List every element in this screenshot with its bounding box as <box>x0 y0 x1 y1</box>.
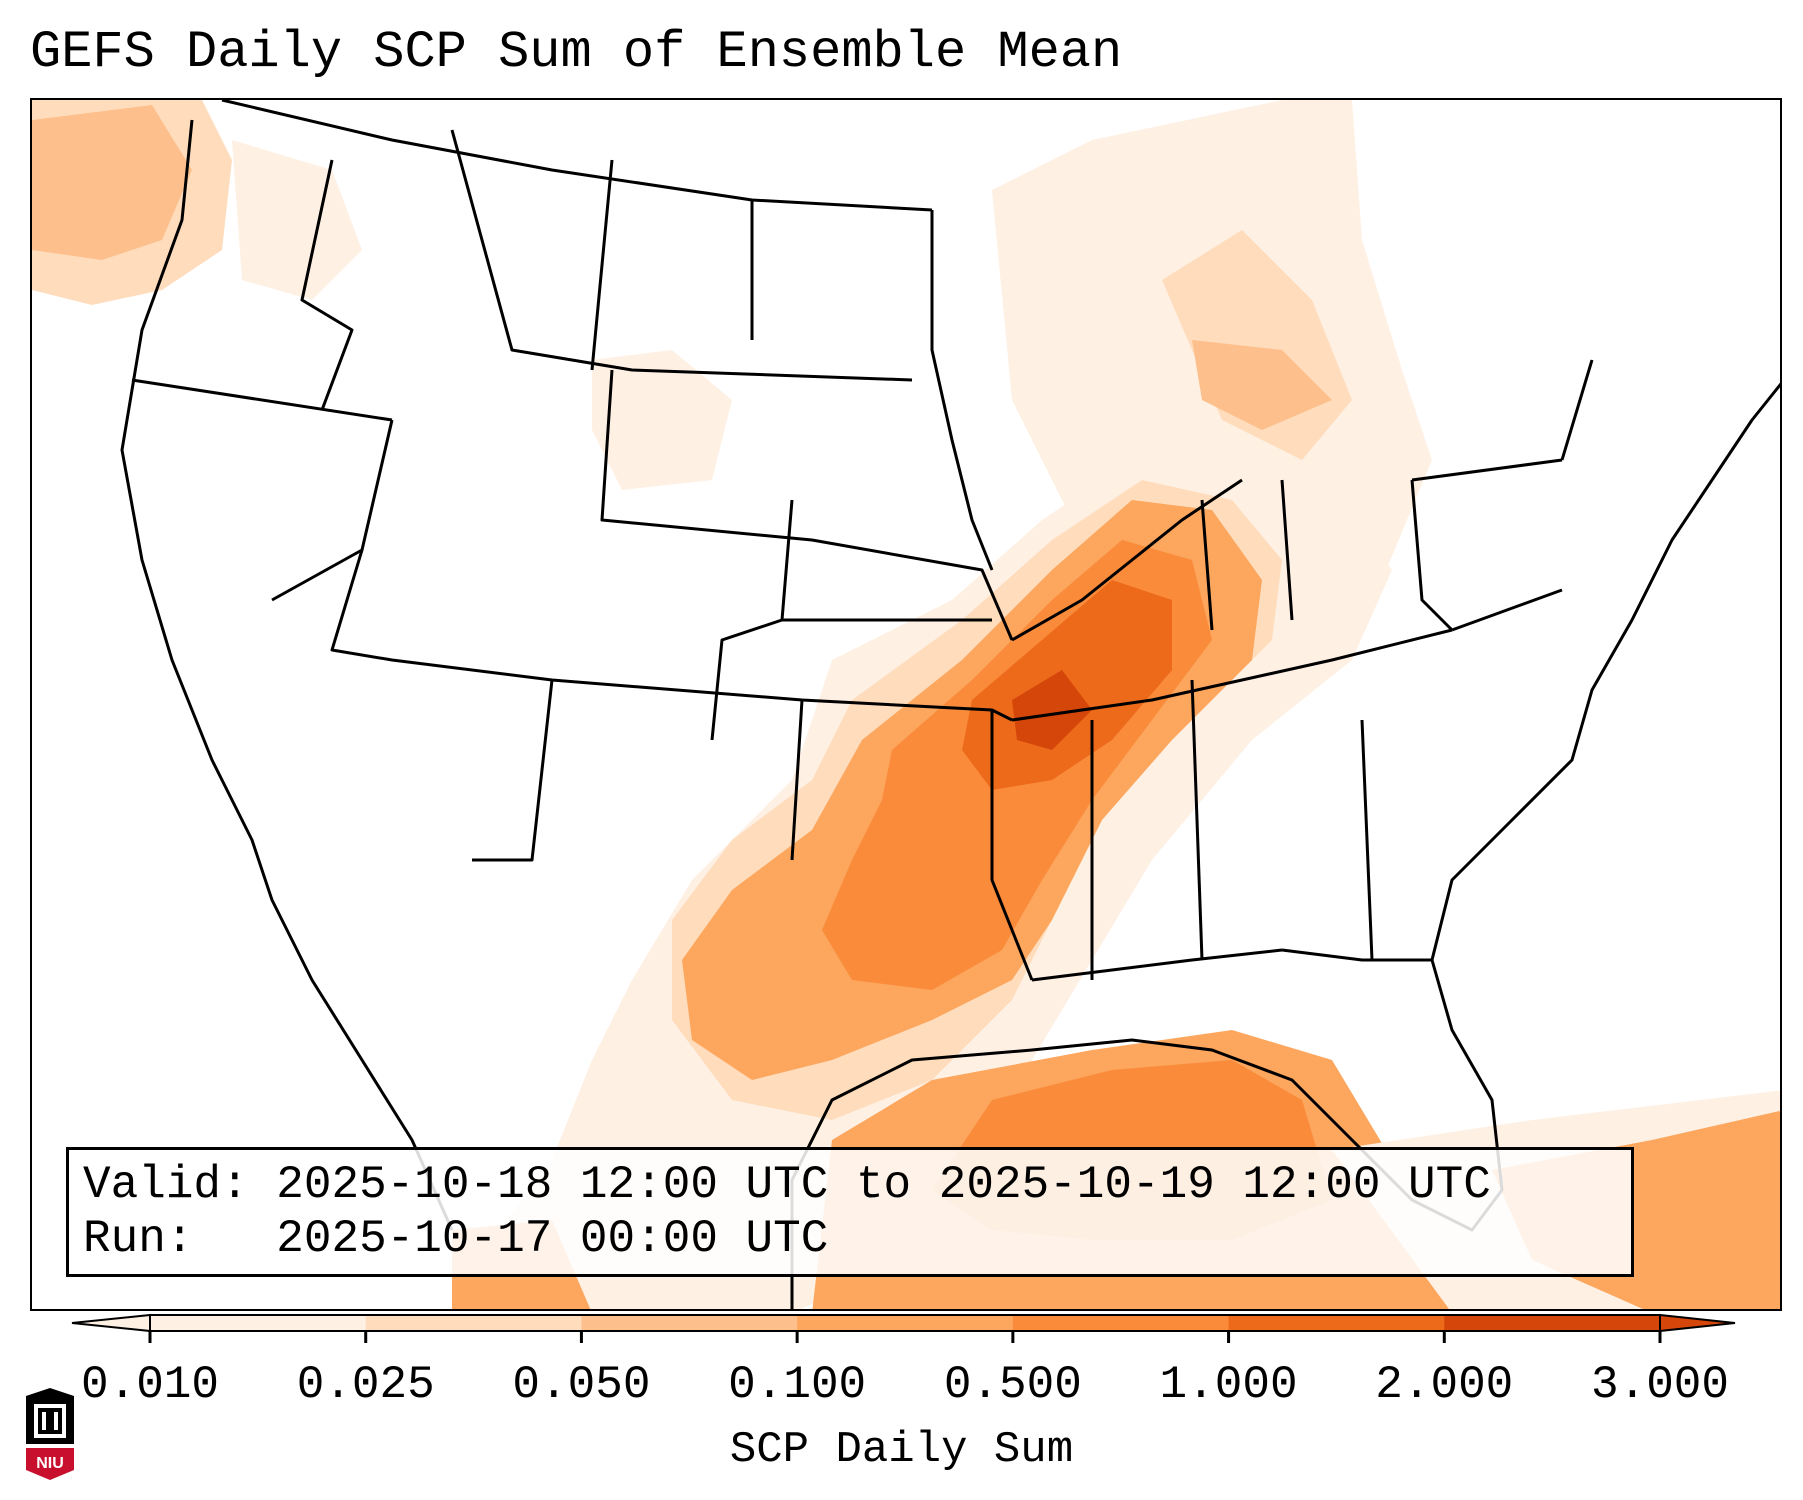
run-label: Run: <box>83 1213 194 1265</box>
colorbar-tick-label: 0.050 <box>512 1359 651 1411</box>
valid-value: 2025-10-18 12:00 UTC to 2025-10-19 12:00… <box>276 1159 1491 1211</box>
colorbar-min-arrow <box>71 1313 151 1333</box>
colorbar-tick-label: 0.025 <box>296 1359 435 1411</box>
colorbar-segment <box>150 1315 367 1331</box>
colorbar-segment <box>797 1315 1014 1331</box>
run-value: 2025-10-17 00:00 UTC <box>276 1213 829 1265</box>
state-boundaries <box>120 100 1780 1309</box>
colorbar-tick-label: 1.000 <box>1159 1359 1298 1411</box>
colorbar <box>71 1313 1736 1343</box>
colorbar-tick-label: 2.000 <box>1375 1359 1514 1411</box>
colorbar-segment <box>365 1315 582 1331</box>
svg-text:NIU: NIU <box>36 1455 64 1472</box>
colorbar-tick-label: 0.010 <box>80 1359 220 1411</box>
valid-run-box: Valid: 2025-10-18 12:00 UTC to 2025-10-1… <box>66 1147 1634 1277</box>
colorbar-segment <box>1444 1315 1661 1331</box>
colorbar-label: SCP Daily Sum <box>729 1425 1074 1475</box>
colorbar-segment <box>1228 1315 1445 1331</box>
map-title: GEFS Daily SCP Sum of Ensemble Mean <box>30 23 1123 82</box>
colorbar-tick-label: 0.500 <box>943 1359 1082 1411</box>
colorbar-max-arrow <box>1659 1313 1736 1333</box>
colorbar-tick-label: 0.100 <box>728 1359 867 1411</box>
valid-label: Valid: <box>83 1159 249 1211</box>
map-panel <box>30 98 1782 1311</box>
colorbar-segment <box>581 1315 798 1331</box>
colorbar-segment <box>1012 1315 1230 1331</box>
niu-logo: NIU <box>26 1388 74 1480</box>
colorbar-tick-label: 3.000 <box>1590 1359 1730 1411</box>
